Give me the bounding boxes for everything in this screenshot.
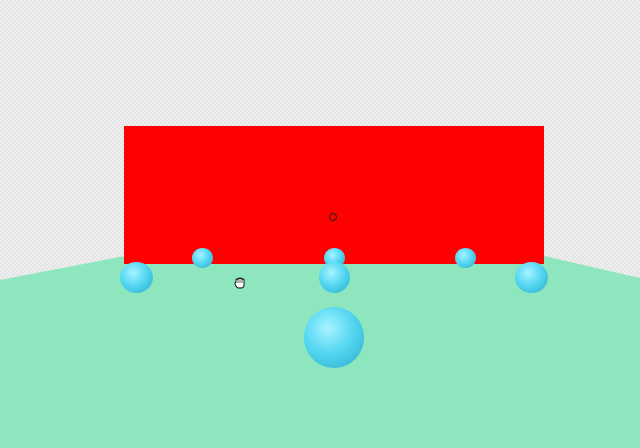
sphere-back-right — [455, 248, 476, 268]
red-wall — [124, 126, 544, 264]
sphere-front-center — [304, 307, 364, 368]
sphere-back-left — [192, 248, 213, 268]
sphere-middle-left — [120, 262, 153, 293]
sphere-middle-right — [515, 262, 548, 293]
sphere-middle-center — [319, 262, 350, 293]
